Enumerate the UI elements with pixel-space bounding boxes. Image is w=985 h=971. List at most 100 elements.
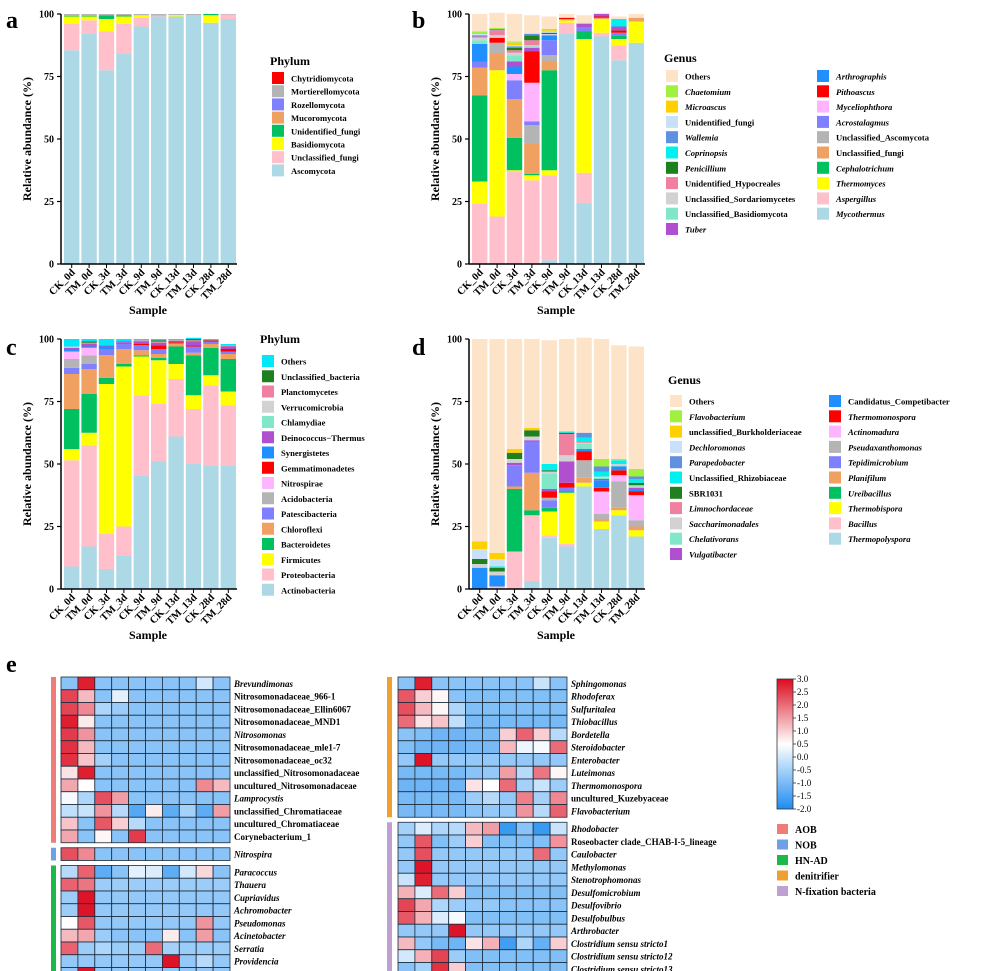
heatmap-cell bbox=[161, 954, 180, 968]
legend-label: Acidobacteria bbox=[281, 494, 333, 504]
heatmap-cell bbox=[498, 791, 517, 805]
heatmap-cell bbox=[431, 753, 450, 767]
group-color-bar bbox=[387, 677, 392, 818]
legend-swatch bbox=[829, 440, 841, 453]
bar-segment bbox=[116, 349, 132, 364]
heatmap-cell bbox=[77, 676, 96, 691]
legend-label: Arthrographis bbox=[835, 72, 887, 82]
heatmap-row-label: Rhodoferax bbox=[570, 692, 616, 702]
legend-label: Proteobacteria bbox=[281, 570, 336, 580]
bar-segment bbox=[203, 22, 219, 264]
bar-segment bbox=[98, 384, 115, 534]
heatmap-cell bbox=[414, 689, 433, 703]
bar-segment bbox=[524, 174, 540, 176]
bar-segment bbox=[541, 170, 557, 176]
bar-segment bbox=[203, 15, 219, 23]
bar-segment bbox=[506, 45, 523, 47]
heatmap-cell bbox=[111, 865, 129, 879]
heatmap-cell bbox=[195, 816, 214, 831]
bar-segment bbox=[506, 486, 523, 489]
heatmap-cell bbox=[60, 816, 79, 831]
heatmap-cell bbox=[397, 860, 416, 874]
heatmap-cell bbox=[498, 676, 517, 691]
heatmap-cell bbox=[482, 727, 500, 742]
bar-segment bbox=[506, 449, 523, 453]
legend-item: Myceliophthora bbox=[817, 100, 893, 113]
bar-segment bbox=[576, 202, 592, 264]
heatmap-cell bbox=[498, 860, 517, 874]
heatmap-cell bbox=[178, 967, 197, 971]
heatmap-row-label: Bordetella bbox=[570, 730, 610, 740]
heatmap-cell bbox=[515, 898, 534, 912]
bar-segment bbox=[628, 21, 644, 43]
heatmap-cell bbox=[431, 676, 450, 691]
bar-segment bbox=[98, 14, 115, 16]
bar-segment bbox=[559, 339, 575, 432]
legend-label: Cephalotrichum bbox=[836, 163, 894, 173]
heatmap-cell bbox=[482, 753, 500, 767]
heatmap-cell bbox=[397, 872, 416, 887]
heatmap-row-label: Thermomonospora bbox=[571, 781, 643, 791]
bar-segment bbox=[541, 55, 557, 62]
heatmap-cell bbox=[397, 765, 416, 780]
heatmap-cell bbox=[431, 847, 450, 861]
heatmap-cell bbox=[212, 804, 231, 818]
heatmap-cell bbox=[77, 778, 96, 793]
heatmap-cell bbox=[498, 753, 517, 767]
bar-segment bbox=[611, 465, 627, 467]
y-tick-label: 25 bbox=[44, 522, 54, 533]
bar-segment bbox=[489, 37, 505, 43]
bar-segment bbox=[576, 31, 592, 39]
heatmap-cell bbox=[94, 804, 113, 818]
heatmap-cell bbox=[515, 821, 534, 836]
legend-label: Planctomycetes bbox=[281, 387, 338, 397]
heatmap-cell bbox=[448, 834, 467, 849]
legend: Phylum Others Unclassified_bacteria Plancto… bbox=[260, 332, 365, 596]
bar-segment bbox=[541, 489, 557, 492]
legend-swatch bbox=[262, 370, 274, 383]
heatmap-cell bbox=[414, 885, 433, 900]
bar-segment bbox=[541, 507, 557, 512]
legend-swatch bbox=[670, 548, 682, 560]
bar-segment bbox=[559, 431, 575, 433]
heatmap-cell bbox=[482, 860, 500, 874]
heatmap-cell bbox=[111, 714, 129, 729]
bar-segment bbox=[593, 16, 610, 18]
heatmap-cell bbox=[178, 740, 197, 754]
heatmap-cell bbox=[549, 898, 568, 912]
panel-e: e Brevundimonas Nitrosomonadaceae_966-1 Nit… bbox=[6, 652, 876, 971]
bar-segment bbox=[611, 16, 627, 19]
bar-segment bbox=[628, 479, 644, 483]
bar-segment bbox=[524, 427, 540, 431]
group-legend-label: denitrifier bbox=[795, 872, 839, 883]
heatmap-cell bbox=[549, 791, 568, 805]
heatmap-cell bbox=[448, 936, 467, 951]
x-axis-label: Sample bbox=[537, 628, 576, 642]
panel-a: a0255075100CK_0dTM_0dCK_3dTM_3dCK_9dTM_9… bbox=[6, 8, 361, 317]
legend-swatch bbox=[666, 100, 678, 113]
bar-segment bbox=[64, 367, 80, 374]
heatmap-cell bbox=[414, 949, 433, 963]
heatmap-cell bbox=[549, 778, 568, 793]
legend-item: Coprinopsis bbox=[666, 146, 728, 159]
heatmap-block-n-fixation-bacteria: Rhodobacter Roseobacter clade_CHAB-I-5_li… bbox=[387, 821, 717, 971]
bar-segment bbox=[541, 474, 557, 489]
bar-segment bbox=[168, 340, 184, 342]
legend-label: Limnochordaceae bbox=[688, 504, 753, 514]
bar-segment bbox=[506, 46, 523, 48]
bar-segment bbox=[151, 404, 167, 462]
legend-item: Verrucomicrobia bbox=[262, 400, 344, 413]
bar-segment bbox=[472, 44, 488, 62]
heatmap-row-label: uncultured_Chromatiaceae bbox=[234, 819, 339, 829]
legend-item: Unclassified_Basidiomycota bbox=[666, 207, 788, 220]
legend-swatch bbox=[670, 517, 682, 530]
heatmap-cell bbox=[498, 689, 517, 703]
heatmap-cell bbox=[532, 714, 551, 729]
heatmap-cell bbox=[111, 877, 129, 892]
heatmap-row-label: Clostridium sensu stricto1 bbox=[571, 939, 668, 949]
heatmap-cell bbox=[195, 877, 214, 892]
heatmap-cell bbox=[549, 753, 568, 767]
legend-swatch bbox=[829, 471, 841, 484]
heatmap-cell bbox=[161, 753, 180, 767]
heatmap-cell bbox=[448, 714, 467, 729]
